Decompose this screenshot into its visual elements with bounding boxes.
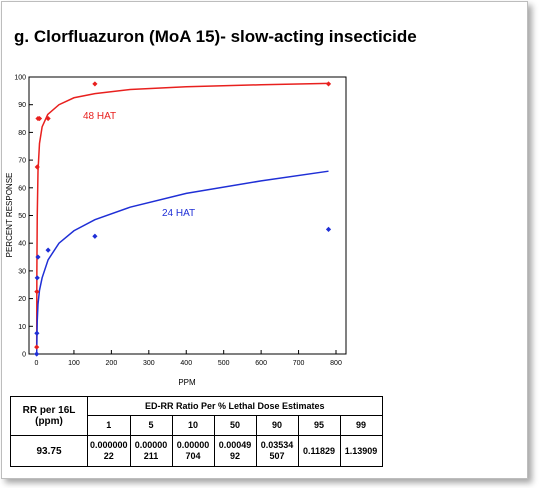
value-cell-10: 0.00000 704 bbox=[171, 435, 215, 467]
x-axis-label: PPM bbox=[178, 378, 196, 387]
data-point bbox=[92, 233, 98, 239]
data-point bbox=[34, 344, 40, 350]
series-line-1 bbox=[35, 82, 329, 348]
series-label-24-hat: 24 HAT bbox=[162, 208, 195, 219]
rr-header-cell: RR per 16L (ppm) bbox=[10, 396, 88, 436]
data-point bbox=[325, 81, 332, 87]
x-tick-label: 500 bbox=[218, 360, 230, 367]
col-header-5: 5 bbox=[129, 415, 173, 436]
y-tick-label: 40 bbox=[18, 241, 26, 248]
rr-value-cell: 93.75 bbox=[10, 435, 88, 467]
value-cell-50: 0.00049 92 bbox=[213, 435, 257, 467]
x-tick-label: 0 bbox=[35, 360, 39, 367]
y-tick-label: 20 bbox=[18, 296, 26, 303]
col-header-90: 90 bbox=[255, 415, 299, 436]
y-tick-label: 30 bbox=[18, 268, 26, 275]
data-point bbox=[325, 226, 332, 232]
x-tick-label: 200 bbox=[106, 360, 118, 367]
x-tick-label: 600 bbox=[255, 360, 267, 367]
data-point bbox=[34, 351, 40, 357]
y-tick-label: 100 bbox=[14, 75, 26, 82]
col-header-10: 10 bbox=[171, 415, 215, 436]
data-point bbox=[34, 330, 40, 336]
data-point bbox=[45, 115, 51, 122]
lethal-dose-table: RR per 16L (ppm) ED-RR Ratio Per % Letha… bbox=[10, 396, 383, 467]
x-tick-label: 300 bbox=[143, 360, 155, 367]
y-tick-label: 50 bbox=[18, 213, 26, 220]
x-tick-label: 700 bbox=[293, 360, 305, 367]
value-cell-99: 1.13909 bbox=[339, 435, 383, 467]
data-point bbox=[34, 289, 40, 295]
value-cell-1: 0.000000 22 bbox=[87, 435, 131, 467]
data-point bbox=[36, 115, 43, 122]
series-line-2 bbox=[35, 170, 329, 355]
chart-title: g. Clorfluazuron (MoA 15)- slow-acting i… bbox=[14, 27, 417, 46]
col-header-95: 95 bbox=[297, 415, 341, 436]
col-header-1: 1 bbox=[87, 415, 131, 436]
group-header-cell: ED-RR Ratio Per % Lethal Dose Estimates bbox=[87, 396, 383, 416]
col-header-50: 50 bbox=[213, 415, 257, 436]
value-cell-95: 0.11829 bbox=[297, 435, 341, 467]
y-tick-label: 0 bbox=[22, 352, 26, 359]
data-point bbox=[34, 164, 40, 170]
series-label-48-hat: 48 HAT bbox=[83, 111, 116, 122]
y-tick-label: 60 bbox=[18, 185, 26, 192]
data-point bbox=[35, 254, 41, 260]
y-axis-label: PERCENT RESPONSE bbox=[5, 173, 14, 258]
data-point bbox=[92, 81, 98, 87]
y-tick-label: 80 bbox=[18, 130, 26, 137]
col-header-99: 99 bbox=[339, 415, 383, 436]
data-point bbox=[45, 247, 51, 253]
y-tick-label: 10 bbox=[18, 324, 26, 331]
value-cell-90: 0.03534 507 bbox=[255, 435, 299, 467]
x-tick-label: 100 bbox=[68, 360, 80, 367]
data-point bbox=[34, 275, 40, 281]
x-tick-label: 400 bbox=[180, 360, 192, 367]
y-tick-label: 70 bbox=[18, 158, 26, 165]
x-tick-label: 800 bbox=[330, 360, 342, 367]
plot-area bbox=[28, 76, 347, 355]
dose-response-chart: 0 100 200 300 400 500 600 700 800 0 10 20 30 40 50 60 70… bbox=[5, 75, 347, 387]
value-cell-5: 0.00000 211 bbox=[129, 435, 173, 467]
y-tick-label: 90 bbox=[18, 102, 26, 109]
